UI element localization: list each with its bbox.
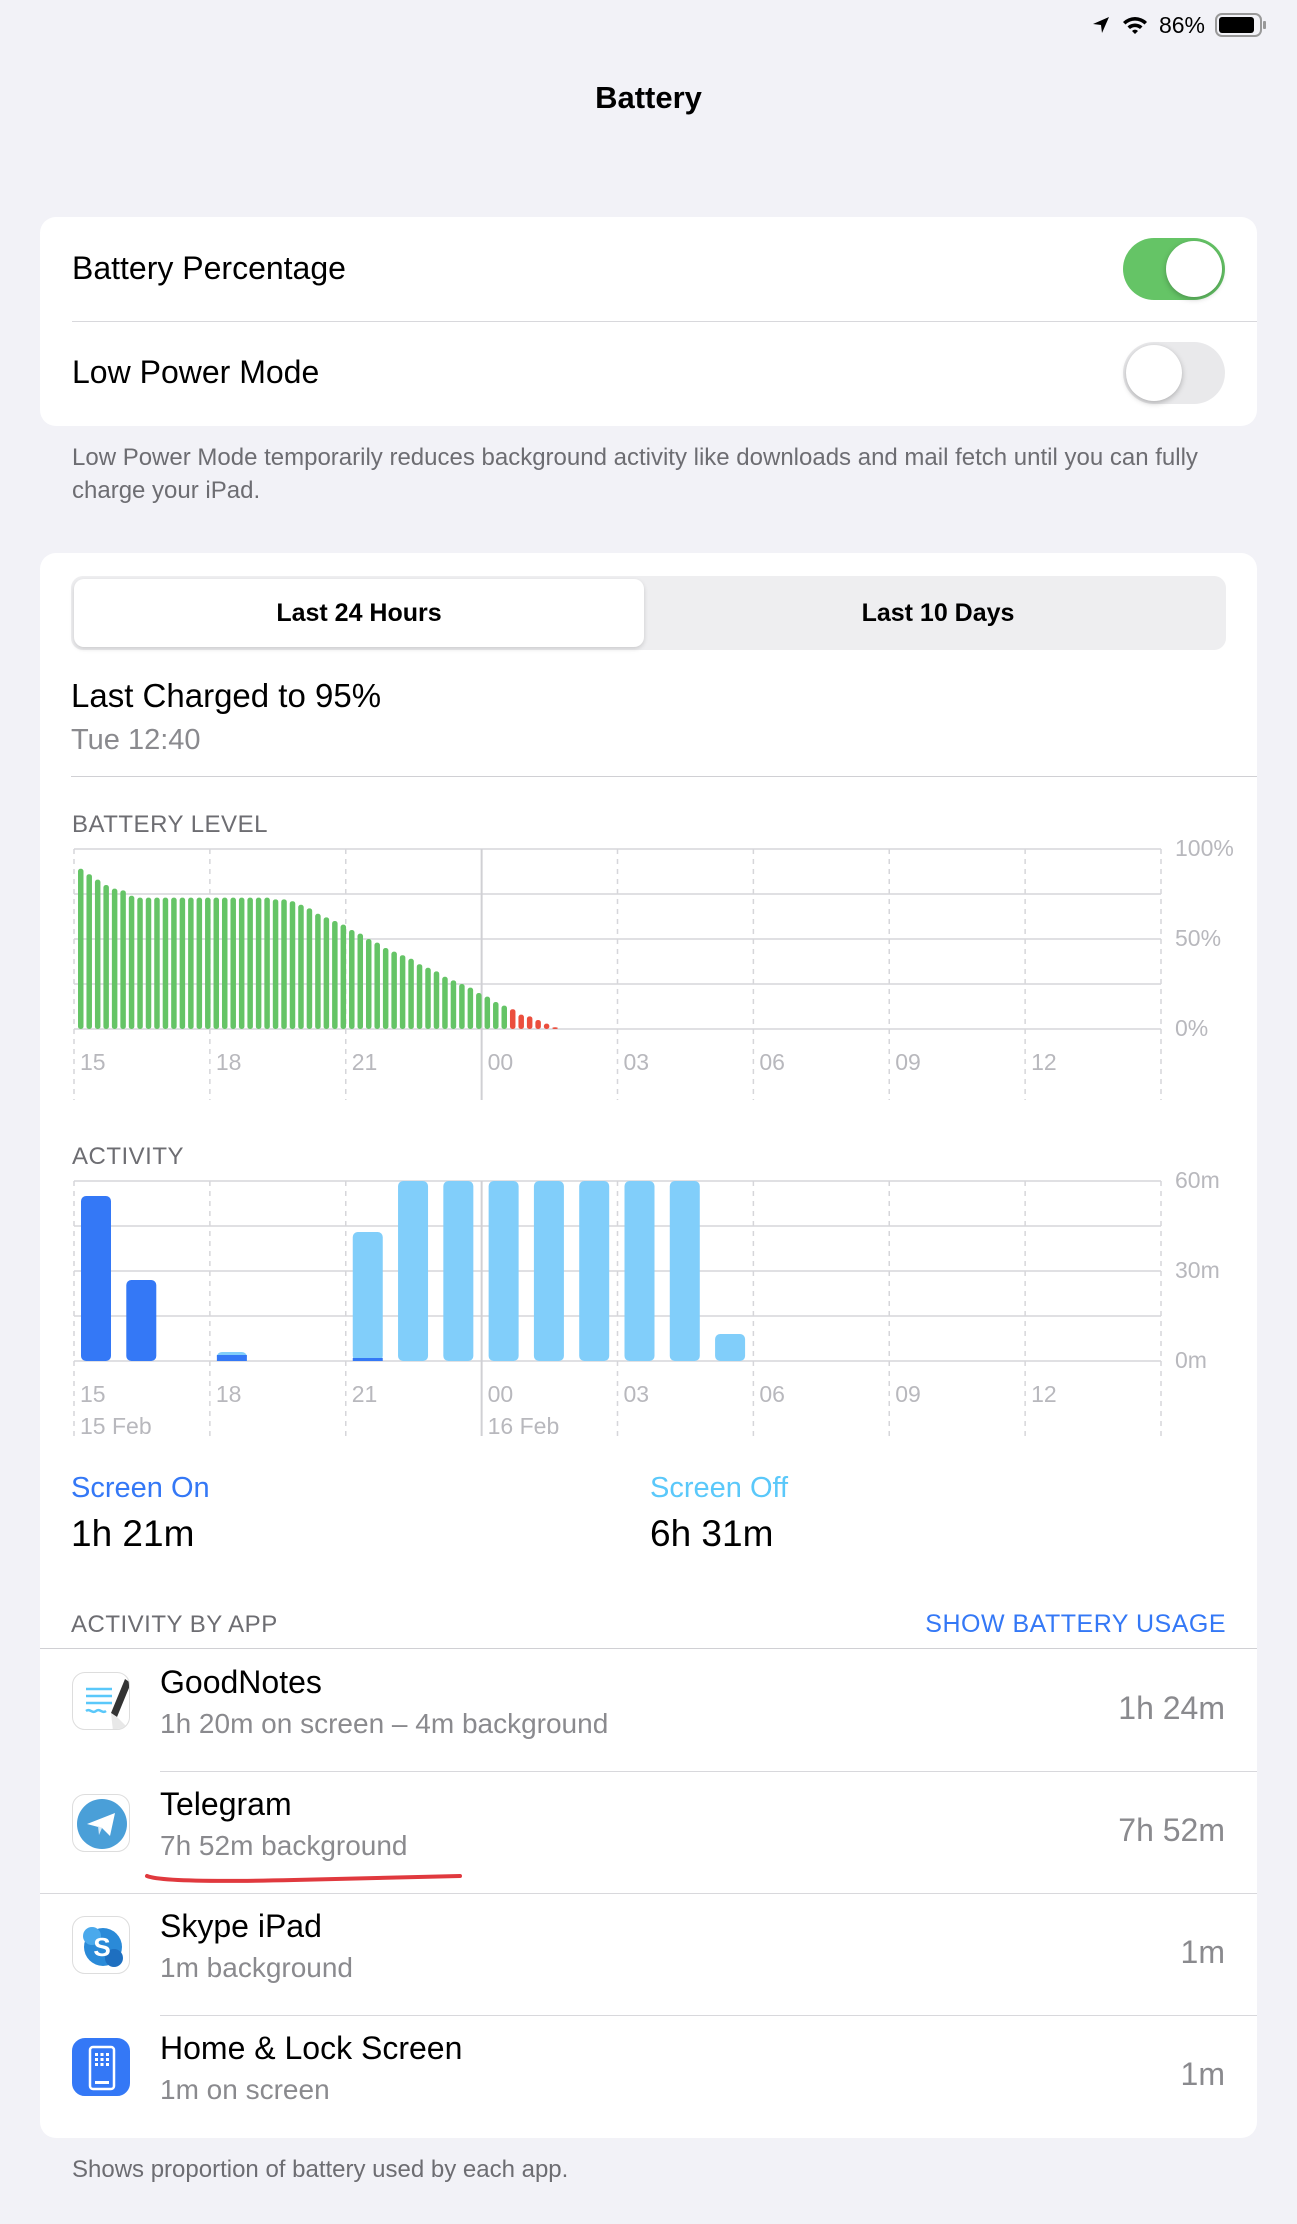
x-tick-label: 06 (759, 1049, 785, 1075)
app-time: 1m (1180, 2056, 1225, 2092)
app-row-telegram[interactable]: Telegram 7h 52m background 7h 52m (40, 1772, 1257, 1894)
divider (40, 1893, 1257, 1894)
app-row-goodnotes[interactable]: GoodNotes 1h 20m on screen – 4m backgrou… (40, 1650, 1257, 1772)
battery-percentage-toggle[interactable] (1123, 238, 1225, 300)
y-tick-label: 100% (1175, 835, 1234, 861)
x-tick-label: 09 (895, 1049, 921, 1075)
screen-off-value: 6h 31m (650, 1513, 774, 1554)
app-name: Skype iPad (160, 1908, 322, 1944)
x-tick-label: 21 (351, 1381, 378, 1407)
app-time: 7h 52m (1118, 1812, 1225, 1848)
x-tick-label: 03 (623, 1049, 650, 1075)
x-tick-label: 00 (487, 1049, 514, 1075)
low-power-mode-toggle[interactable] (1123, 342, 1225, 404)
wifi-icon (1122, 17, 1147, 34)
svg-text:S: S (93, 1932, 110, 1962)
divider (160, 2015, 1257, 2016)
divider (72, 321, 1257, 322)
x-tick-label: 18 (215, 1381, 242, 1407)
app-name: Home & Lock Screen (160, 2030, 463, 2066)
app-row-home-lock-screen[interactable]: Home & Lock Screen 1m on screen 1m (40, 2016, 1257, 2138)
settings-card: Battery Percentage Low Power Mode (40, 217, 1257, 426)
battery-level-title: BATTERY LEVEL (72, 811, 268, 838)
x-tick-label: 03 (623, 1381, 650, 1407)
activity-by-app-title: ACTIVITY BY APP (71, 1611, 278, 1638)
app-time: 1h 24m (1118, 1690, 1225, 1726)
show-battery-usage-link[interactable]: SHOW BATTERY USAGE (925, 1610, 1226, 1638)
app-detail: 1m on screen (160, 2074, 330, 2105)
last-charged-title: Last Charged to 95% (71, 677, 382, 714)
app-name: Telegram (160, 1786, 292, 1822)
x-tick-label: 18 (215, 1049, 242, 1075)
divider (40, 1648, 1257, 1649)
last-charged-time: Tue 12:40 (71, 724, 201, 756)
low-power-note: Low Power Mode temporarily reduces backg… (72, 444, 1198, 504)
battery-percentage-row: Battery Percentage (40, 217, 1257, 321)
app-time: 1m (1180, 1934, 1225, 1970)
telegram-icon (72, 1794, 130, 1852)
screen-off-label: Screen Off (650, 1472, 789, 1504)
screen-on-value: 1h 21m (71, 1513, 195, 1554)
red-underline-annotation (145, 1874, 462, 1883)
divider (160, 1771, 1257, 1772)
battery-percentage-label: Battery Percentage (72, 250, 346, 286)
page-title: Battery (595, 80, 702, 115)
goodnotes-icon (72, 1672, 130, 1730)
activity-title: ACTIVITY (72, 1143, 185, 1170)
x-tick-label: 12 (1031, 1381, 1057, 1407)
battery-percent: 86% (1158, 11, 1205, 38)
location-arrow-icon (1092, 17, 1109, 33)
app-detail: 1h 20m on screen – 4m background (160, 1708, 609, 1739)
app-detail: 7h 52m background (160, 1830, 408, 1861)
tab-last-10-days[interactable]: Last 10 Days (861, 598, 1015, 627)
date-label: 15 Feb (80, 1413, 152, 1439)
x-tick-label: 15 (80, 1381, 106, 1407)
footer-note: Shows proportion of battery used by each… (72, 2156, 569, 2183)
tab-last-24-hours[interactable]: Last 24 Hours (74, 579, 644, 647)
app-name: GoodNotes (160, 1664, 322, 1700)
y-tick-label: 0m (1175, 1347, 1207, 1373)
x-tick-label: 15 (80, 1049, 106, 1075)
y-tick-label: 60m (1175, 1167, 1220, 1193)
low-power-mode-label: Low Power Mode (72, 354, 320, 390)
y-tick-label: 30m (1175, 1257, 1220, 1283)
x-tick-label: 09 (895, 1381, 921, 1407)
app-row-skype[interactable]: S Skype iPad 1m background 1m (40, 1894, 1257, 2016)
low-power-mode-row: Low Power Mode (40, 322, 1257, 426)
date-label: 16 Feb (487, 1413, 560, 1439)
x-tick-label: 06 (759, 1381, 785, 1407)
skype-icon: S (72, 1916, 130, 1974)
x-tick-label: 00 (487, 1381, 514, 1407)
y-tick-label: 50% (1175, 925, 1222, 951)
x-tick-label: 12 (1031, 1049, 1057, 1075)
time-range-segmented-control: Last 24 Hours Last 10 Days (71, 576, 1226, 650)
x-tick-label: 21 (351, 1049, 378, 1075)
home-lock-screen-icon (72, 2038, 130, 2096)
y-tick-label: 0% (1175, 1015, 1209, 1041)
screen-on-label: Screen On (71, 1472, 210, 1504)
status-bar: 86% (1091, 8, 1267, 42)
usage-card: Last 24 Hours Last 10 Days Last Charged … (40, 553, 1257, 2138)
divider (71, 776, 1257, 777)
battery-icon (1215, 13, 1266, 37)
app-detail: 1m background (160, 1952, 354, 1983)
